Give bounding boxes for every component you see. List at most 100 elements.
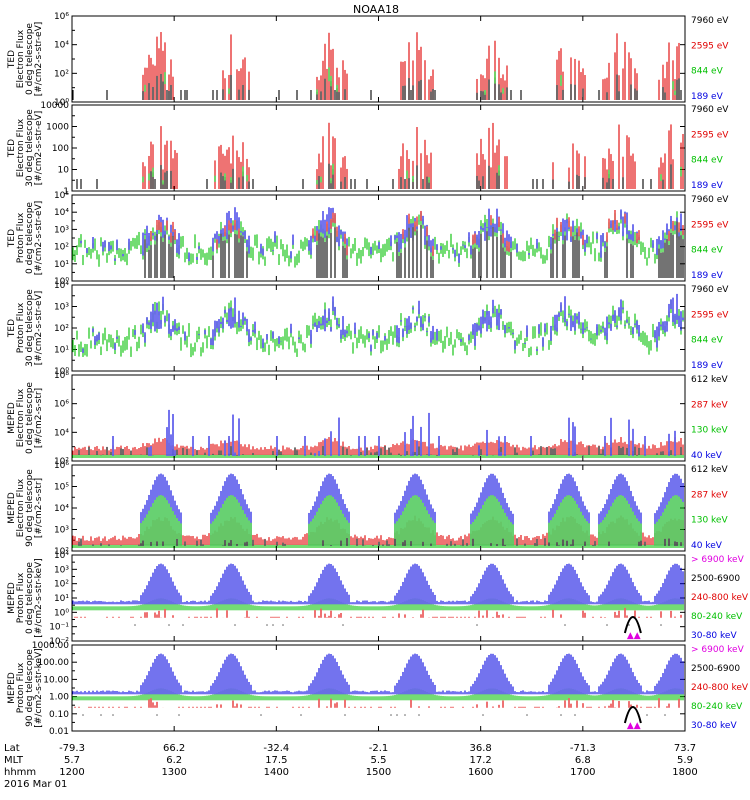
legend-entry: 844 eV — [691, 246, 724, 256]
y-tick-label: 1000 — [46, 123, 69, 133]
y-tick-label: 10000 — [40, 101, 69, 111]
y-tick-label: 10⁴ — [54, 208, 69, 218]
y-tick-label: 0.01 — [49, 727, 69, 737]
legend-entry: 2500-6900 — [691, 574, 740, 584]
panel-1: 10⁰ 10² 10⁴ 10⁶ TEDElectron Flux0 deg telesc… — [7, 12, 729, 108]
y-tick-label: 10⁶ — [54, 12, 69, 22]
y-tick-label: 10⁰ — [54, 367, 69, 377]
data-traces: ▲▲ — [72, 563, 684, 641]
legend-entry: > 6900 keV — [691, 645, 745, 655]
data-traces — [72, 32, 682, 100]
y-tick-label: 10⁴ — [54, 504, 69, 514]
panel-8: 0.01 0.10 1.00 10.00 100.00 1000.00MEPEDProto… — [7, 641, 749, 737]
y-axis-label: MEPEDProton Flux0 deg telescope[#/cm2-s-… — [7, 558, 44, 637]
saa-marker: ▲▲ — [627, 631, 641, 641]
y-tick-label: 10⁶ — [54, 461, 69, 471]
legend-entry: 189 eV — [691, 92, 724, 102]
legend-entry: 2595 eV — [691, 130, 729, 140]
panel-frame — [71, 554, 686, 642]
y-tick-label: 10⁰ — [54, 98, 69, 108]
y-tick-label: 10³ — [54, 303, 69, 313]
y-axis-label: TEDProton Flux30 deg telescope[#/cm2-s-s… — [7, 289, 44, 367]
legend-entry: 287 keV — [691, 400, 728, 410]
y-tick-label: 10³ — [54, 225, 69, 235]
y-tick-label: 10² — [54, 457, 69, 467]
y-tick-label: 10⁰ — [54, 608, 69, 618]
data-traces — [72, 293, 684, 358]
panel-frame — [71, 104, 686, 192]
y-tick-label: 10² — [54, 243, 69, 253]
y-axis-label: TEDElectron Flux0 deg telescope[#/cm2-s-… — [7, 22, 44, 97]
legend-entry: 7960 eV — [691, 195, 729, 205]
y-tick-label: 100.00 — [38, 658, 70, 668]
y-tick-label: 1 — [63, 187, 69, 197]
legend-entry: 189 eV — [691, 181, 724, 191]
legend-entry: 287 keV — [691, 490, 728, 500]
y-tick-label: 10⁴ — [54, 41, 69, 51]
y-tick-label: 10² — [54, 580, 69, 590]
y-tick-label: 1000.00 — [32, 641, 69, 651]
y-axis-label: MEPEDElectron Flux90 deg telescope[#/cm2… — [7, 469, 44, 547]
data-traces — [76, 122, 684, 189]
legend-entry: 612 keV — [691, 465, 728, 475]
y-tick-label: 100 — [52, 144, 69, 154]
legend-entry: 189 eV — [691, 271, 724, 281]
panel-frame — [71, 15, 686, 103]
y-tick-label: 10² — [54, 69, 69, 79]
y-tick-label: 10 — [58, 166, 70, 176]
panel-4: 10⁰ 10¹ 10² 10³ 10⁴ TEDProton Flux30 deg tele… — [7, 281, 729, 377]
legend-entry: 240-800 keV — [691, 683, 749, 693]
saa-trace — [623, 616, 642, 634]
legend-entry: 7960 eV — [691, 105, 729, 115]
panel-7: 10⁻² 10⁻¹ 10⁰ 10¹ 10² 10³ 10⁴ MEPEDProton Flux0… — [7, 551, 749, 647]
y-tick-label: 10⁸ — [54, 371, 69, 381]
y-tick-label: 10⁴ — [54, 428, 69, 438]
y-tick-label: 10⁻² — [49, 637, 69, 647]
y-tick-label: 10⁵ — [54, 483, 69, 493]
y-tick-label: 10¹ — [54, 260, 69, 270]
legend-entry: 612 keV — [691, 375, 728, 385]
y-tick-label: 10¹ — [54, 346, 69, 356]
y-tick-label: 10⁻¹ — [49, 623, 69, 633]
legend-entry: 80-240 keV — [691, 612, 743, 622]
legend-entry: 2595 eV — [691, 41, 729, 51]
panel-3: 10⁰ 10¹ 10² 10³ 10⁴ 10⁵ TEDProton Flux0 deg te… — [7, 191, 729, 287]
legend-entry: 7960 eV — [691, 285, 729, 295]
legend-entry: 30-80 keV — [691, 721, 737, 731]
legend-entry: 130 keV — [691, 426, 728, 436]
legend-entry: 240-800 keV — [691, 593, 749, 603]
y-tick-label: 10³ — [54, 565, 69, 575]
y-tick-label: 10⁵ — [54, 191, 69, 201]
legend-entry: > 6900 keV — [691, 555, 745, 565]
legend-entry: 40 keV — [691, 451, 723, 461]
legend-entry: 40 keV — [691, 541, 723, 551]
panel-frame — [71, 644, 686, 732]
legend-entry: 844 eV — [691, 336, 724, 346]
data-traces — [72, 207, 684, 278]
panel-5: 10² 10⁴ 10⁶ 10⁸ MEPEDElectron Flux0 deg tele… — [7, 371, 728, 467]
y-tick-label: 10¹ — [54, 594, 69, 604]
chart-panels: 10⁰ 10² 10⁴ 10⁶ TEDElectron Flux0 deg telesc… — [7, 12, 749, 737]
y-tick-label: 10⁴ — [54, 281, 69, 291]
y-axis-label: TEDProton Flux0 deg telescope[#/cm2-s-st… — [7, 201, 44, 276]
legend-entry: 7960 eV — [691, 16, 729, 26]
y-axis-label: MEPEDProton Flux90 deg telescope[#/cm2-s… — [7, 648, 44, 727]
y-tick-label: 10³ — [54, 526, 69, 536]
legend-entry: 2500-6900 — [691, 664, 740, 674]
chart-title: NOAA18 — [353, 3, 399, 16]
y-tick-label: 10⁰ — [54, 277, 69, 287]
y-tick-label: 1.00 — [49, 693, 69, 703]
y-axis-label: MEPEDElectron Flux0 deg telescope[#/cm2-… — [7, 382, 44, 454]
legend-entry: 2595 eV — [691, 310, 729, 320]
legend-entry: 80-240 keV — [691, 702, 743, 712]
legend-entry: 844 eV — [691, 156, 724, 166]
data-traces — [72, 473, 684, 548]
legend-entry: 2595 eV — [691, 220, 729, 230]
y-tick-label: 10² — [54, 547, 69, 557]
y-tick-label: 10.00 — [43, 675, 69, 685]
data-traces — [72, 409, 684, 458]
y-tick-label: 10² — [54, 324, 69, 334]
legend-entry: 844 eV — [691, 67, 724, 77]
